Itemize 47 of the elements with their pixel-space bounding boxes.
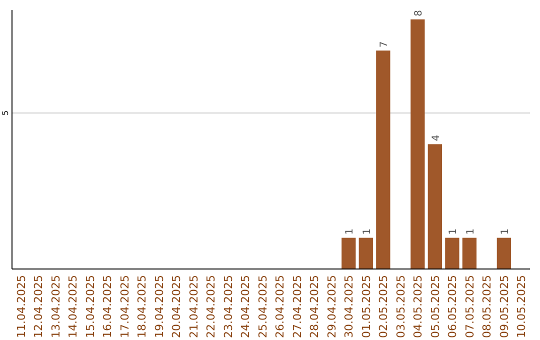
x-tick-label: 06.05.2025 <box>446 275 460 338</box>
x-tick-label: 20.04.2025 <box>170 275 184 338</box>
x-tick-label: 19.04.2025 <box>152 275 166 338</box>
x-tick-label: 12.04.2025 <box>32 275 46 338</box>
x-tick-label: 18.04.2025 <box>136 275 149 338</box>
x-tick-label: 05.05.2025 <box>428 275 442 338</box>
x-tick-label: 02.05.2025 <box>377 275 390 338</box>
bar <box>358 238 373 269</box>
bar <box>445 238 460 269</box>
x-tick-label: 14.04.2025 <box>66 275 80 338</box>
x-tick-label: 01.05.2025 <box>360 275 373 338</box>
bar <box>410 19 425 269</box>
data-label: 4 <box>430 134 442 142</box>
x-tick-label: 30.04.2025 <box>342 275 356 338</box>
x-tick-label: 09.05.2025 <box>498 275 511 338</box>
data-label: 1 <box>448 228 460 235</box>
x-tick-label: 28.04.2025 <box>308 275 322 338</box>
x-tick-label: 25.04.2025 <box>256 275 270 338</box>
x-tick-label: 23.04.2025 <box>222 275 235 338</box>
x-tick-label: 08.05.2025 <box>480 275 494 338</box>
x-tick-label: 04.05.2025 <box>412 275 425 338</box>
bar <box>376 50 390 269</box>
data-label: 1 <box>500 228 511 235</box>
x-tick-label: 03.05.2025 <box>394 275 408 338</box>
data-label: 1 <box>344 228 356 235</box>
x-tick-label: 27.04.2025 <box>290 275 304 338</box>
data-label: 1 <box>465 228 476 235</box>
x-tick-label: 29.04.2025 <box>325 275 338 338</box>
x-tick-label: 10.05.2025 <box>515 275 528 338</box>
y-tick-label: 5 <box>1 110 10 116</box>
bar <box>462 238 477 269</box>
bar <box>496 238 512 269</box>
x-tick-label: 21.04.2025 <box>187 275 200 338</box>
data-label: 8 <box>414 10 425 16</box>
data-label: 1 <box>362 228 373 235</box>
x-tick-label: 11.04.2025 <box>14 275 28 338</box>
x-tick-label: 13.04.2025 <box>49 275 62 338</box>
bar <box>428 144 442 269</box>
x-tick-label: 26.04.2025 <box>274 275 287 338</box>
x-tick-label: 15.04.2025 <box>84 275 97 338</box>
bar <box>342 238 356 269</box>
x-tick-label: 24.04.2025 <box>239 275 252 338</box>
x-tick-label: 22.04.2025 <box>204 275 218 338</box>
x-tick-label: 16.04.2025 <box>101 275 114 338</box>
x-tick-label: 17.04.2025 <box>118 275 132 338</box>
x-tick-label: 07.05.2025 <box>463 275 476 338</box>
data-label: 7 <box>379 41 390 48</box>
